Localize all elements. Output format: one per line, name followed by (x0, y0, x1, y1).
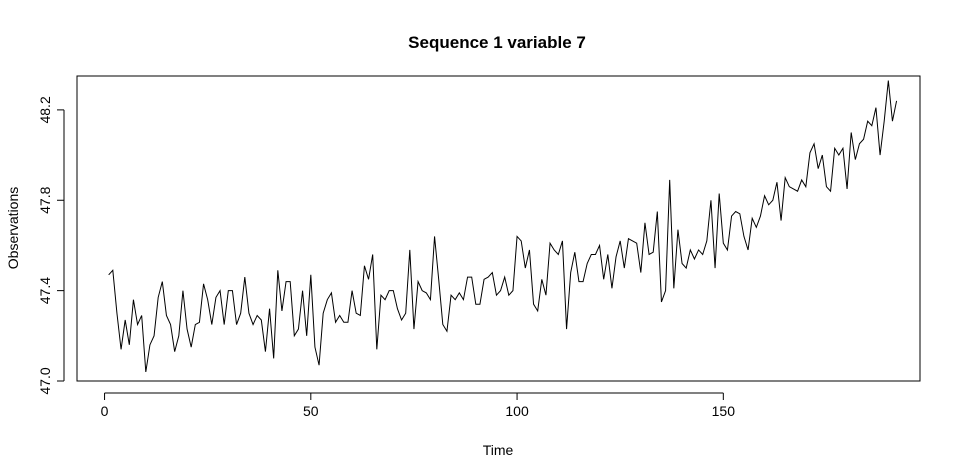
series-line (108, 80, 898, 373)
x-tick-label: 100 (505, 403, 529, 419)
y-tick-label: 47.0 (37, 367, 53, 394)
y-tick-label: 47.4 (37, 277, 53, 304)
y-tick-label: 48.2 (37, 96, 53, 123)
x-axis: 0 50 100 150 (101, 392, 736, 419)
plot-frame (76, 75, 921, 382)
x-tick-label: 150 (712, 403, 736, 419)
chart-title: Sequence 1 variable 7 (408, 33, 586, 52)
x-tick-label: 0 (101, 403, 109, 419)
y-tick-label: 47.8 (37, 186, 53, 213)
x-tick-label: 50 (303, 403, 319, 419)
y-axis-label: Observations (5, 187, 21, 269)
x-axis-label: Time (483, 442, 514, 458)
y-axis: 47.0 47.4 47.8 48.2 (37, 96, 65, 395)
